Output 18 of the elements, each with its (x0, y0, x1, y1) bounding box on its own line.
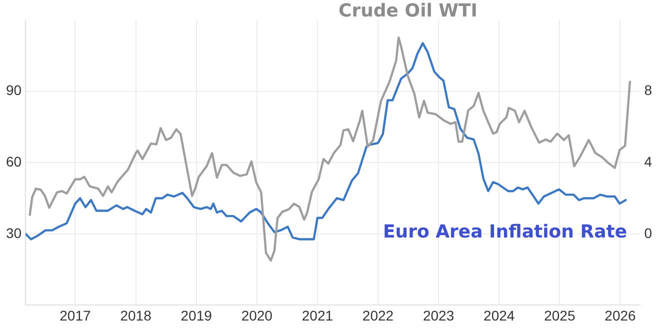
y2-tick-label: 4 (644, 153, 652, 170)
x-tick-label: 2017 (60, 307, 92, 324)
y2-tick-label: 0 (644, 224, 652, 241)
x-tick-label: 2025 (544, 307, 576, 324)
y-tick-label: 60 (6, 153, 22, 170)
x-tick-label: 2024 (484, 307, 515, 324)
x-tick-label: 2021 (302, 307, 334, 324)
series-label: Euro Area Inflation Rate (382, 222, 628, 243)
x-tick-label: 2019 (180, 307, 212, 324)
x-tick-label: 2022 (362, 307, 394, 324)
x-tick-label: 2026 (604, 307, 636, 324)
y-tick-label: 30 (6, 224, 22, 241)
x-tick-label: 2023 (422, 307, 454, 324)
x-tick-label: 2020 (241, 307, 273, 324)
y-tick-label: 90 (6, 82, 22, 98)
y2-tick-label: 8 (644, 82, 652, 98)
x-tick-label: 2018 (120, 307, 152, 324)
series-label: Crude Oil WTI (338, 0, 478, 22)
